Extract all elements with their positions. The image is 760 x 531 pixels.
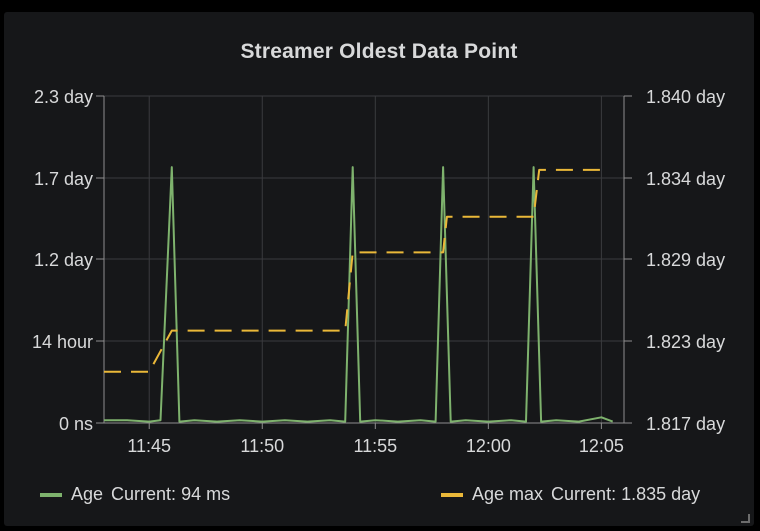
series-lines xyxy=(104,166,614,423)
chart-title: Streamer Oldest Data Point xyxy=(240,40,518,63)
age-max-current-label: Current: xyxy=(551,484,622,504)
age-current-value: 94 ms xyxy=(181,484,231,504)
right-tick-label: 1.829 day xyxy=(646,250,725,270)
left-tick-label: 2.3 day xyxy=(34,87,93,107)
age-max-series-name: Age max xyxy=(472,484,544,504)
age-swatch xyxy=(40,492,62,497)
left-tick-label: 14 hour xyxy=(32,332,93,352)
age-max-current-value: 1.835 day xyxy=(621,484,701,504)
left-tick-label: 1.7 day xyxy=(34,169,93,189)
legend-item-age-max[interactable]: Age max Current: 1.835 day xyxy=(441,484,700,505)
graph-panel: Streamer Oldest Data Point xyxy=(4,12,754,526)
x-tick-label: 12:00 xyxy=(466,436,511,456)
x-tick-label: 11:50 xyxy=(240,436,284,456)
x-tick-label: 11:45 xyxy=(127,436,171,456)
age-max-line xyxy=(104,168,602,373)
x-tick-label: 11:55 xyxy=(353,436,397,456)
age-line xyxy=(104,166,614,423)
right-tick-label: 1.840 day xyxy=(646,87,725,107)
age-max-swatch xyxy=(441,492,463,497)
left-tick-label: 0 ns xyxy=(59,414,93,434)
x-tick-label: 12:05 xyxy=(579,436,624,456)
age-series-name: Age xyxy=(71,484,104,504)
right-tick-label: 1.834 day xyxy=(646,169,725,189)
legend-item-age[interactable]: Age Current: 94 ms xyxy=(40,484,230,505)
x-axis: 11:45 11:50 11:55 12:00 12:05 xyxy=(104,422,624,456)
grid-lines xyxy=(104,95,624,424)
left-tick-label: 1.2 day xyxy=(34,250,93,270)
right-tick-label: 1.823 day xyxy=(646,332,725,352)
age-current-label: Current: xyxy=(111,484,182,504)
right-y-axis: 1.817 day 1.823 day 1.829 day 1.834 day 1.84… xyxy=(623,87,725,434)
left-y-axis: 0 ns 14 hour 1.2 day 1.7 day 2.3 day xyxy=(32,87,105,434)
right-tick-label: 1.817 day xyxy=(646,414,725,434)
resize-handle-icon[interactable] xyxy=(741,514,750,523)
